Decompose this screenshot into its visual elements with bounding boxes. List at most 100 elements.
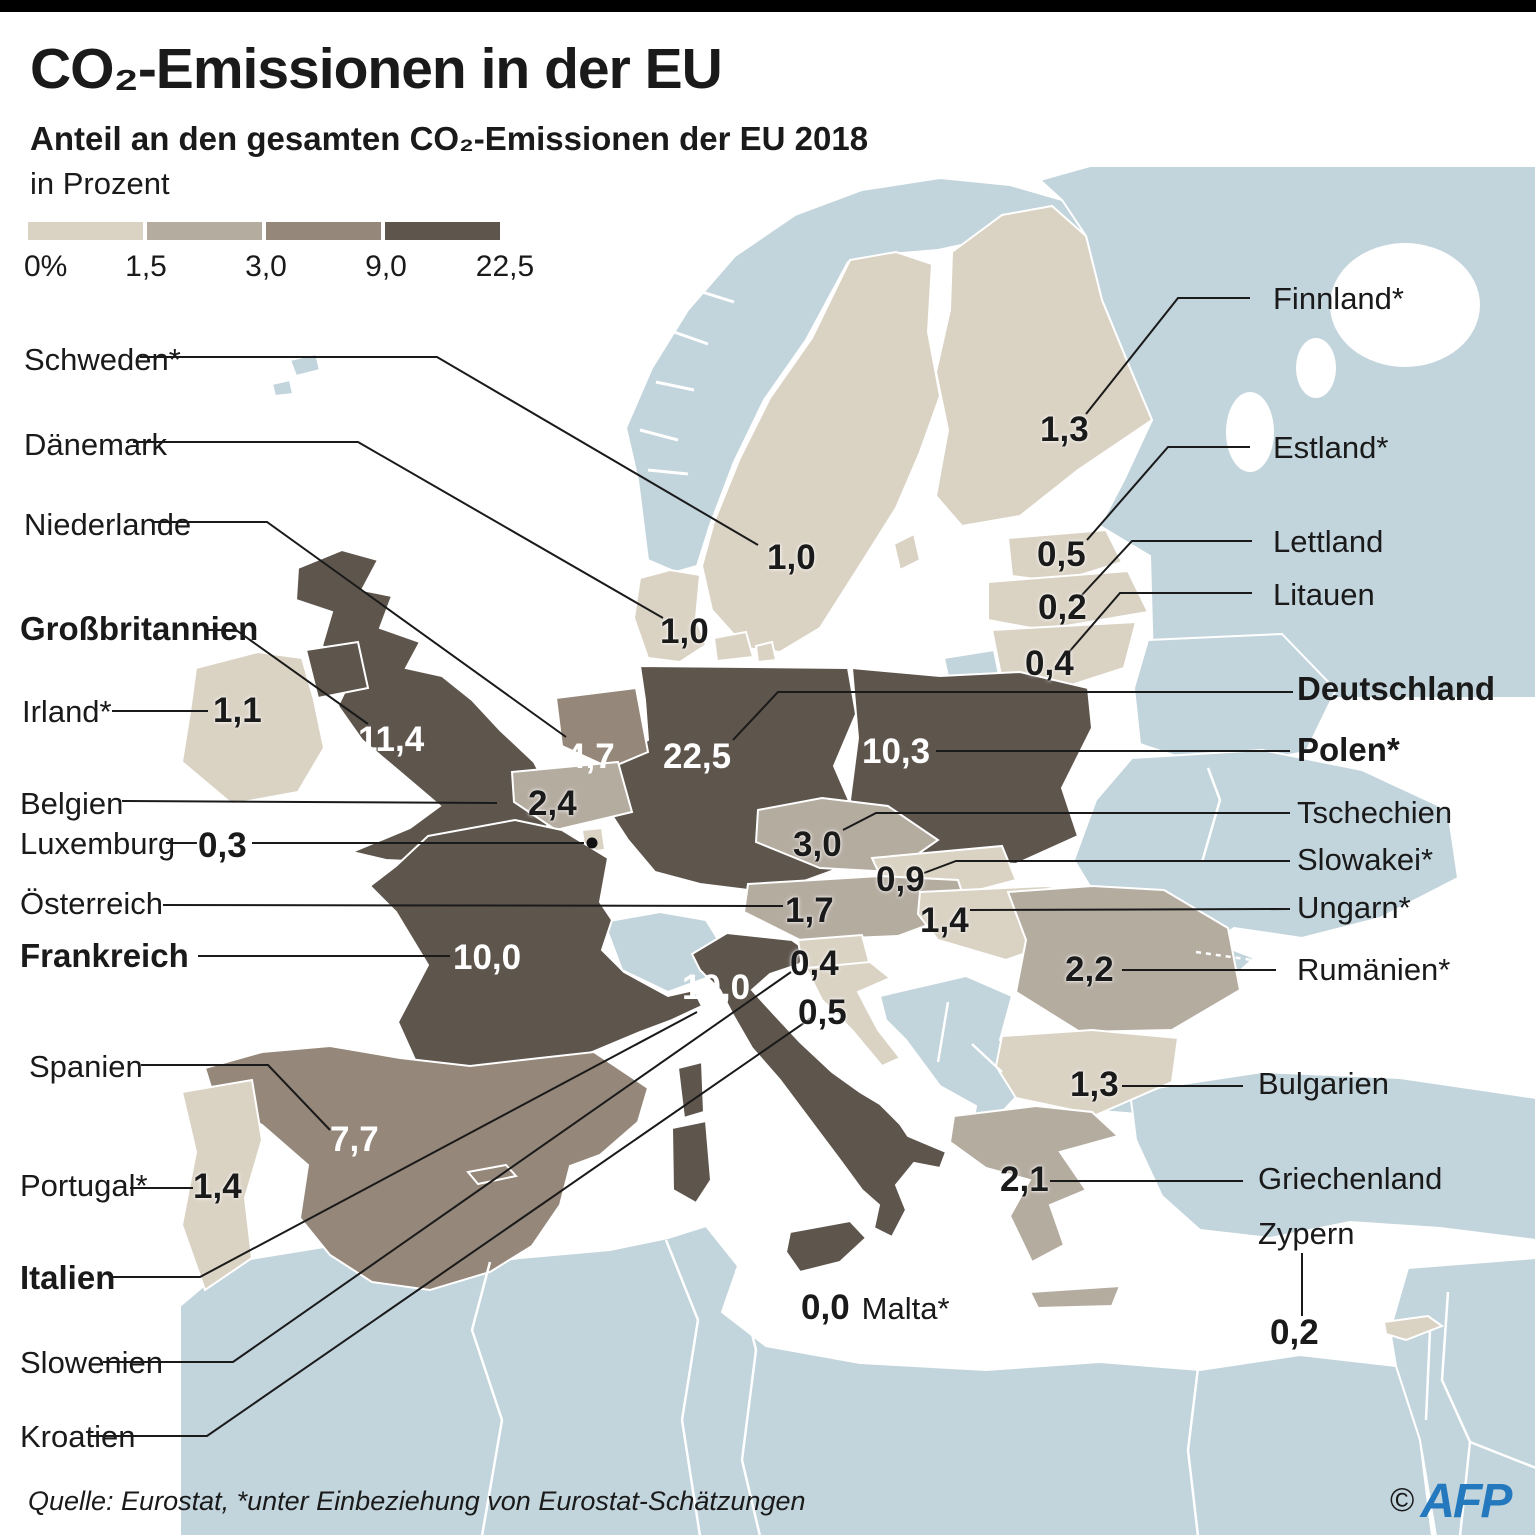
country-shape-sardinia [670, 1119, 713, 1205]
country-shape-spain [203, 1044, 650, 1292]
country-shape-sweden [700, 250, 942, 654]
leader-slowenien [103, 971, 792, 1363]
leader-lettland [1080, 540, 1252, 597]
norway-fjord-2 [639, 428, 679, 442]
lake-onega-shape [1296, 338, 1336, 398]
label-rumaenien: Rumänien* [1297, 952, 1451, 987]
copyright-icon: © [1390, 1481, 1415, 1518]
region-shape-turkey [1128, 1070, 1536, 1242]
country-shape-italy [690, 931, 948, 1239]
legend-swatch-2 [147, 222, 262, 240]
value-portugal: 1,4 [193, 1167, 242, 1206]
norway-fjord-1 [647, 468, 689, 476]
country-shape-balearics [466, 1163, 518, 1186]
value-polen: 10,3 [862, 732, 931, 771]
label-daenemark: Dänemark [24, 427, 167, 462]
credit: © AFP [1390, 1474, 1512, 1529]
value-bulgarien: 1,3 [1070, 1065, 1119, 1104]
label-spanien: Spanien [29, 1049, 143, 1084]
malta-row: 0,0 Malta* [801, 1288, 950, 1328]
legend-tick-4: 22,5 [475, 250, 535, 283]
label-irland: Irland* [22, 694, 112, 729]
label-portugal: Portugal* [20, 1168, 148, 1203]
country-shape-bulgaria [994, 1028, 1180, 1117]
country-shape-finland [934, 204, 1154, 528]
value-deutschland: 22,5 [663, 737, 732, 776]
label-litauen: Litauen [1273, 577, 1375, 612]
border-balkans-1 [936, 1001, 950, 1063]
legend-swatch-1 [28, 222, 143, 240]
leader-kroatien [89, 1015, 815, 1437]
leader-oesterreich [162, 904, 784, 907]
label-zypern: Zypern [1258, 1216, 1355, 1251]
value-frankreich: 10,0 [453, 938, 522, 977]
leader-litauen [1068, 592, 1252, 653]
luxembourg-dot [586, 837, 598, 849]
value-spanien: 7,7 [330, 1120, 379, 1159]
label-griechenland: Griechenland [1258, 1161, 1443, 1196]
value-irland: 1,1 [213, 691, 262, 730]
country-shape-belgium [510, 760, 634, 832]
label-kroatien: Kroatien [20, 1419, 136, 1454]
value-italien: 10,0 [682, 968, 751, 1007]
legend-tick-1: 1,5 [125, 250, 167, 283]
leader-spanien [141, 1064, 331, 1131]
unit-label: in Prozent [30, 166, 170, 201]
legend-tick-0: 0% [24, 250, 68, 283]
label-oesterreich: Österreich [20, 886, 163, 921]
leader-estland [1086, 446, 1250, 541]
value-daenemark: 1,0 [660, 612, 709, 651]
leader-daenemark [133, 441, 664, 619]
country-shape-estonia [1006, 528, 1124, 584]
leader-niederlande [152, 521, 567, 738]
country-shape-denmark [632, 568, 708, 664]
norway-fjord-4 [673, 330, 709, 346]
border-balkans-2 [971, 1043, 1003, 1073]
leader-schweden [140, 356, 759, 546]
leader-italien [113, 1011, 698, 1278]
value-schweden: 1,0 [767, 538, 816, 577]
value-estland: 0,5 [1037, 535, 1086, 574]
country-shape-denmark-isles-2 [754, 640, 778, 664]
leader-slowakei [923, 860, 1290, 874]
border-ukraine-moldova [1200, 767, 1222, 863]
country-shape-uk [294, 548, 556, 864]
legend-tick-2: 3,0 [245, 250, 287, 283]
value-oesterreich: 1,7 [785, 891, 834, 930]
leader-ungarn [969, 908, 1291, 911]
label-slowakei: Slowakei* [1297, 842, 1434, 877]
value-ungarn: 1,4 [920, 901, 969, 940]
country-shape-gotland [892, 532, 922, 572]
label-italien: Italien [20, 1259, 116, 1296]
value-tschechien: 3,0 [793, 825, 842, 864]
label-bulgarien: Bulgarien [1258, 1066, 1389, 1101]
value-slowakei: 0,9 [876, 860, 925, 899]
label-tschechien: Tschechien [1297, 795, 1453, 830]
value-belgien: 2,4 [528, 784, 577, 823]
border-levant-1 [1440, 1291, 1472, 1536]
border-libya-egypt [1186, 1367, 1200, 1536]
norway-fjord-3 [655, 380, 695, 392]
value-slowenien: 0,4 [790, 944, 839, 983]
country-shape-croatia [804, 960, 902, 1068]
legend-swatch-3 [266, 222, 381, 240]
value-litauen: 0,4 [1025, 644, 1074, 683]
label-estland: Estland* [1273, 430, 1389, 465]
country-shape-corsica [676, 1060, 706, 1120]
afp-logo: AFP [1420, 1475, 1512, 1528]
value-niederlande: 4,7 [566, 737, 615, 776]
label-frankreich: Frankreich [20, 937, 189, 974]
label-ungarn: Ungarn* [1297, 890, 1411, 925]
country-shape-greece [948, 1104, 1121, 1264]
value-lettland: 0,2 [1038, 588, 1087, 627]
value-griechenland: 2,1 [1000, 1160, 1049, 1199]
leader-finnland [1085, 297, 1250, 415]
top-bar [0, 0, 1536, 12]
page-subtitle: Anteil an den gesamten CO₂-Emissionen de… [30, 120, 869, 157]
leader-grossbritannien [206, 629, 369, 725]
label-niederlande: Niederlande [24, 507, 192, 542]
border-algeria-tunisia [664, 1239, 702, 1536]
legend-tick-3: 9,0 [365, 250, 407, 283]
value-finnland: 1,3 [1040, 410, 1089, 449]
